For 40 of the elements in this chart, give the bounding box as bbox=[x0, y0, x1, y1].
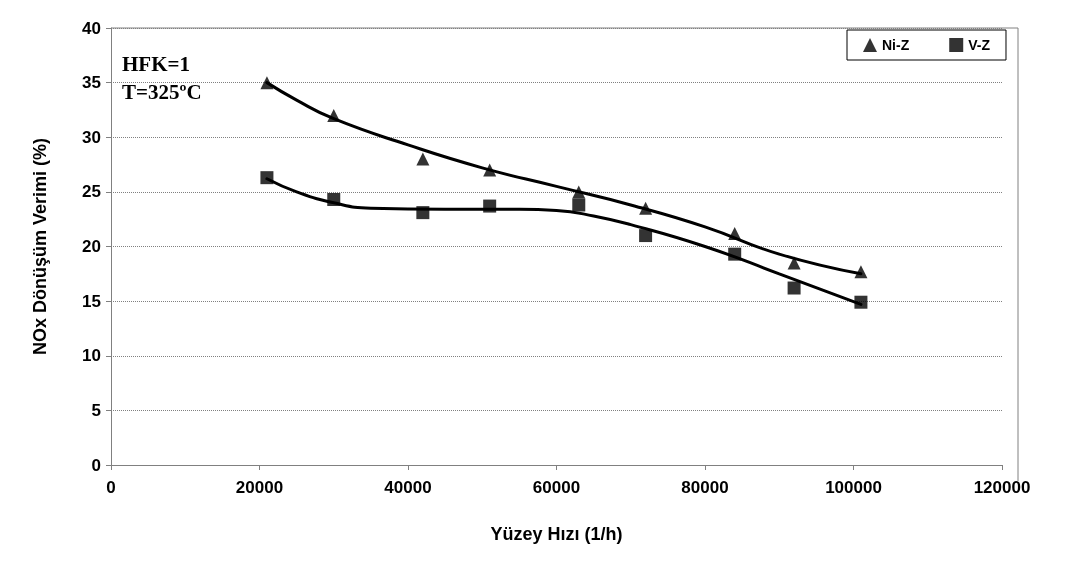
x-tick-label: 80000 bbox=[681, 478, 729, 497]
point bbox=[572, 198, 586, 212]
point bbox=[416, 152, 430, 166]
y-tick-label: 10 bbox=[82, 346, 101, 366]
y-tick-label: 15 bbox=[82, 291, 101, 311]
point bbox=[483, 199, 497, 213]
y-tick-label: 25 bbox=[82, 182, 101, 202]
x-tick-label: 40000 bbox=[384, 478, 432, 497]
point bbox=[639, 229, 653, 243]
y-axis-title: NOx Dönüşüm Verimi (%) bbox=[30, 137, 50, 356]
x-axis-title: Yüzey Hızı (1/h) bbox=[490, 524, 623, 544]
annotation: HFK=1 bbox=[122, 51, 190, 76]
x-tick-label: 0 bbox=[106, 478, 116, 497]
point bbox=[639, 201, 653, 215]
x-tick-label: 100000 bbox=[825, 478, 882, 497]
point bbox=[854, 295, 868, 309]
point bbox=[260, 171, 274, 185]
y-tick-label: 40 bbox=[82, 18, 101, 38]
x-tick-label: 120000 bbox=[973, 478, 1031, 497]
point bbox=[572, 185, 586, 199]
legend-label: V-Z bbox=[968, 37, 991, 53]
y-tick-label: 20 bbox=[82, 237, 101, 256]
point bbox=[728, 247, 742, 261]
point bbox=[787, 281, 801, 295]
y-tick-label: 5 bbox=[91, 400, 101, 420]
x-tick-label: 60000 bbox=[532, 478, 581, 497]
point bbox=[854, 265, 868, 279]
legend-label: Ni-Z bbox=[882, 37, 910, 53]
y-tick-label: 0 bbox=[91, 455, 101, 475]
point bbox=[728, 226, 742, 240]
point bbox=[787, 256, 801, 270]
x-tick-label: 20000 bbox=[235, 478, 284, 497]
point bbox=[327, 108, 341, 122]
y-tick-label: 30 bbox=[82, 127, 101, 147]
point bbox=[327, 193, 341, 207]
y-tick-label: 35 bbox=[82, 73, 101, 93]
annotation: T=325ºC bbox=[122, 79, 202, 104]
point bbox=[483, 163, 497, 177]
point bbox=[416, 206, 430, 220]
point bbox=[260, 76, 274, 90]
